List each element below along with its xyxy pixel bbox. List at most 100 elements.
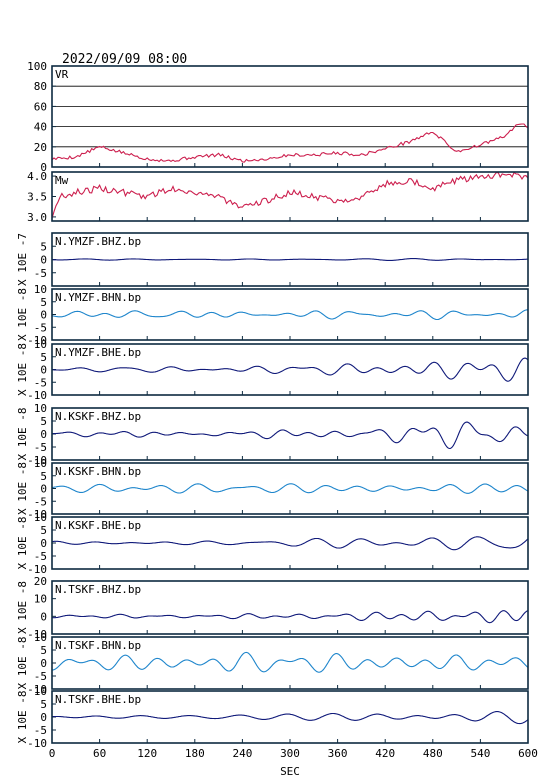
panel-vr: 0 20 40 60 80 100 VR bbox=[27, 60, 529, 174]
x-axis: 0 60 120 180 240 300 360 420 480 540 600 SEC bbox=[49, 747, 538, 778]
y-tick-label-tskf_bhn-0: -10 bbox=[27, 683, 47, 696]
trace-tskf_bhn bbox=[52, 651, 529, 673]
y-tick-label-kskf_bhn-3: 5 bbox=[40, 470, 47, 483]
y-tick-label-ymzf_bhe-2: 0 bbox=[40, 364, 47, 377]
y-tick-label-kskf_bhe-0: -10 bbox=[27, 563, 47, 576]
y-tick-label-tskf_bhe-1: -5 bbox=[34, 724, 47, 737]
y-axis-label-ymzf_bhe: X 10E -8 bbox=[16, 343, 29, 396]
trace-kskf_bhe bbox=[51, 536, 529, 551]
panel-label-tskf_bhn: N.TSKF.BHN.bp bbox=[55, 639, 141, 652]
y-tick-label-tskf_bhz-1: 0 bbox=[40, 610, 47, 623]
y-tick-label-vr-0: 0 bbox=[40, 161, 47, 174]
y-tick-label-vr-3: 60 bbox=[34, 100, 47, 113]
y-axis-label-kskf_bhe: X 10E -8 bbox=[16, 517, 29, 570]
panel-label-kskf_bhe: N.KSKF.BHE.bp bbox=[55, 519, 141, 532]
panel-label-kskf_bhz: N.KSKF.BHZ.bp bbox=[55, 410, 141, 423]
panel-label-vr: VR bbox=[55, 68, 69, 81]
x-tick-label-8: 480 bbox=[423, 747, 443, 760]
y-tick-label-ymzf_bhe-0: -10 bbox=[27, 389, 47, 402]
y-tick-label-tskf_bhz-2: 10 bbox=[34, 593, 47, 606]
y-tick-label-kskf_bhz-3: 5 bbox=[40, 415, 47, 428]
y-tick-label-kskf_bhz-1: -5 bbox=[34, 441, 47, 454]
y-axis-label-kskf_bhz: X 10E -8 bbox=[16, 408, 29, 461]
y-tick-label-tskf_bhn-2: 0 bbox=[40, 657, 47, 670]
x-tick-label-5: 300 bbox=[280, 747, 300, 760]
panel-label-tskf_bhz: N.TSKF.BHZ.bp bbox=[55, 583, 141, 596]
panel-ymzf_bhz: -505 X 10E -7 N.YMZF.BHZ.bp bbox=[16, 232, 529, 287]
x-tick-label-10: 600 bbox=[518, 747, 538, 760]
y-tick-label-kskf_bhn-2: 0 bbox=[40, 483, 47, 496]
y-tick-label-tskf_bhn-3: 5 bbox=[40, 644, 47, 657]
y-tick-label-kskf_bhn-0: -10 bbox=[27, 508, 47, 521]
y-tick-label-ymzf_bhn-1: -5 bbox=[34, 321, 47, 334]
panel-label-ymzf_bhz: N.YMZF.BHZ.bp bbox=[55, 235, 141, 248]
y-axis-label-ymzf_bhz: X 10E -7 bbox=[16, 233, 29, 286]
x-tick-label-1: 60 bbox=[93, 747, 106, 760]
y-tick-label-tskf_bhn-1: -5 bbox=[34, 670, 47, 683]
x-tick-label-9: 540 bbox=[470, 747, 490, 760]
trace-tskf_bhz bbox=[51, 610, 529, 624]
y-axis-label-ymzf_bhn: X 10E -8 bbox=[16, 288, 29, 341]
y-tick-label-tskf_bhz-3: 20 bbox=[34, 575, 47, 588]
y-tick-label-ymzf_bhn-3: 5 bbox=[40, 296, 47, 309]
y-tick-label-mw-0: 3.0 bbox=[27, 211, 47, 224]
trace-kskf_bhz bbox=[52, 421, 529, 450]
panel-tskf_bhz: -10 0 10 20 X 10E -8 N.TSKF.BHZ.bp bbox=[16, 575, 529, 641]
y-tick-label-vr-4: 80 bbox=[34, 80, 47, 93]
y-tick-label-ymzf_bhz-1: 0 bbox=[40, 254, 47, 267]
y-tick-label-kskf_bhz-2: 0 bbox=[40, 428, 47, 441]
trace-vr bbox=[51, 123, 529, 163]
trace-tskf_bhe bbox=[51, 711, 529, 725]
header-datetime: 2022/09/09 08:00 bbox=[62, 52, 187, 67]
x-tick-label-7: 420 bbox=[375, 747, 395, 760]
panel-label-ymzf_bhe: N.YMZF.BHE.bp bbox=[55, 346, 141, 359]
y-tick-label-ymzf_bhz-0: -5 bbox=[34, 267, 47, 280]
y-tick-label-kskf_bhz-4: 10 bbox=[34, 402, 47, 415]
y-tick-label-tskf_bhe-0: -10 bbox=[27, 737, 47, 750]
y-tick-label-mw-1: 3.5 bbox=[27, 191, 47, 204]
y-tick-label-kskf_bhe-3: 5 bbox=[40, 524, 47, 537]
y-tick-label-kskf_bhz-0: -10 bbox=[27, 454, 47, 467]
y-tick-label-tskf_bhe-3: 5 bbox=[40, 698, 47, 711]
y-tick-label-kskf_bhe-1: -5 bbox=[34, 550, 47, 563]
trace-ymzf_bhz bbox=[52, 258, 528, 261]
x-tick-label-3: 180 bbox=[185, 747, 205, 760]
trace-ymzf_bhe bbox=[51, 357, 529, 382]
y-axis-label-tskf_bhe: X 10E -8 bbox=[16, 691, 29, 744]
x-axis-title: SEC bbox=[280, 765, 300, 778]
y-tick-label-ymzf_bhz-2: 5 bbox=[40, 240, 47, 253]
y-tick-label-ymzf_bhe-4: 10 bbox=[34, 338, 47, 351]
y-tick-label-vr-2: 40 bbox=[34, 121, 47, 134]
y-tick-label-tskf_bhe-2: 0 bbox=[40, 711, 47, 724]
y-tick-label-ymzf_bhn-4: 10 bbox=[34, 283, 47, 296]
y-tick-label-tskf_bhe-4: 10 bbox=[34, 685, 47, 698]
y-tick-label-vr-1: 20 bbox=[34, 141, 47, 154]
y-tick-label-ymzf_bhe-1: -5 bbox=[34, 376, 47, 389]
y-tick-label-tskf_bhn-4: 10 bbox=[34, 631, 47, 644]
y-tick-label-tskf_bhz-0: -10 bbox=[27, 628, 47, 641]
y-axis-label-kskf_bhn: X 10E -8 bbox=[16, 462, 29, 515]
panel-label-ymzf_bhn: N.YMZF.BHN.bp bbox=[55, 291, 141, 304]
panel-label-tskf_bhe: N.TSKF.BHE.bp bbox=[55, 693, 141, 706]
panel-label-kskf_bhn: N.KSKF.BHN.bp bbox=[55, 465, 141, 478]
trace-ymzf_bhn bbox=[51, 309, 529, 321]
x-tick-label-6: 360 bbox=[328, 747, 348, 760]
x-tick-label-0: 0 bbox=[49, 747, 56, 760]
y-tick-label-mw-2: 4.0 bbox=[27, 170, 47, 183]
y-tick-label-ymzf_bhn-0: -10 bbox=[27, 334, 47, 347]
y-axis-label-tskf_bhn: X 10E -8 bbox=[16, 637, 29, 690]
y-tick-label-kskf_bhe-4: 10 bbox=[34, 511, 47, 524]
y-tick-label-ymzf_bhn-2: 0 bbox=[40, 309, 47, 322]
panel-mw: 3.0 3.5 4.0 Mw bbox=[27, 170, 529, 224]
y-tick-label-kskf_bhe-2: 0 bbox=[40, 537, 47, 550]
trace-kskf_bhn bbox=[51, 483, 529, 494]
x-tick-label-2: 120 bbox=[137, 747, 157, 760]
y-tick-label-ymzf_bhe-3: 5 bbox=[40, 351, 47, 364]
